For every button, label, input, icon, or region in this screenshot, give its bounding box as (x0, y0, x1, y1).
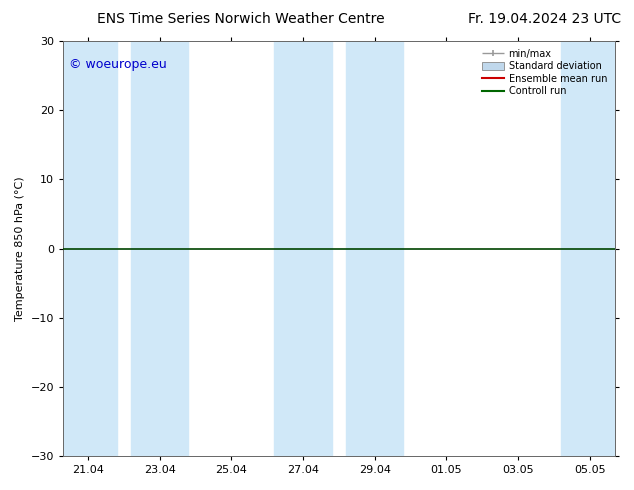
Bar (561, 41, 618, 456)
Text: Fr. 19.04.2024 23 UTC: Fr. 19.04.2024 23 UTC (468, 12, 621, 26)
Text: © woeurope.eu: © woeurope.eu (68, 58, 166, 71)
Text: ENS Time Series Norwich Weather Centre: ENS Time Series Norwich Weather Centre (97, 12, 385, 26)
Bar (346, 41, 403, 456)
Bar (60, 41, 117, 456)
Y-axis label: Temperature 850 hPa (°C): Temperature 850 hPa (°C) (15, 176, 25, 321)
Bar (131, 41, 188, 456)
Bar (275, 41, 332, 456)
Legend: min/max, Standard deviation, Ensemble mean run, Controll run: min/max, Standard deviation, Ensemble me… (479, 46, 610, 99)
